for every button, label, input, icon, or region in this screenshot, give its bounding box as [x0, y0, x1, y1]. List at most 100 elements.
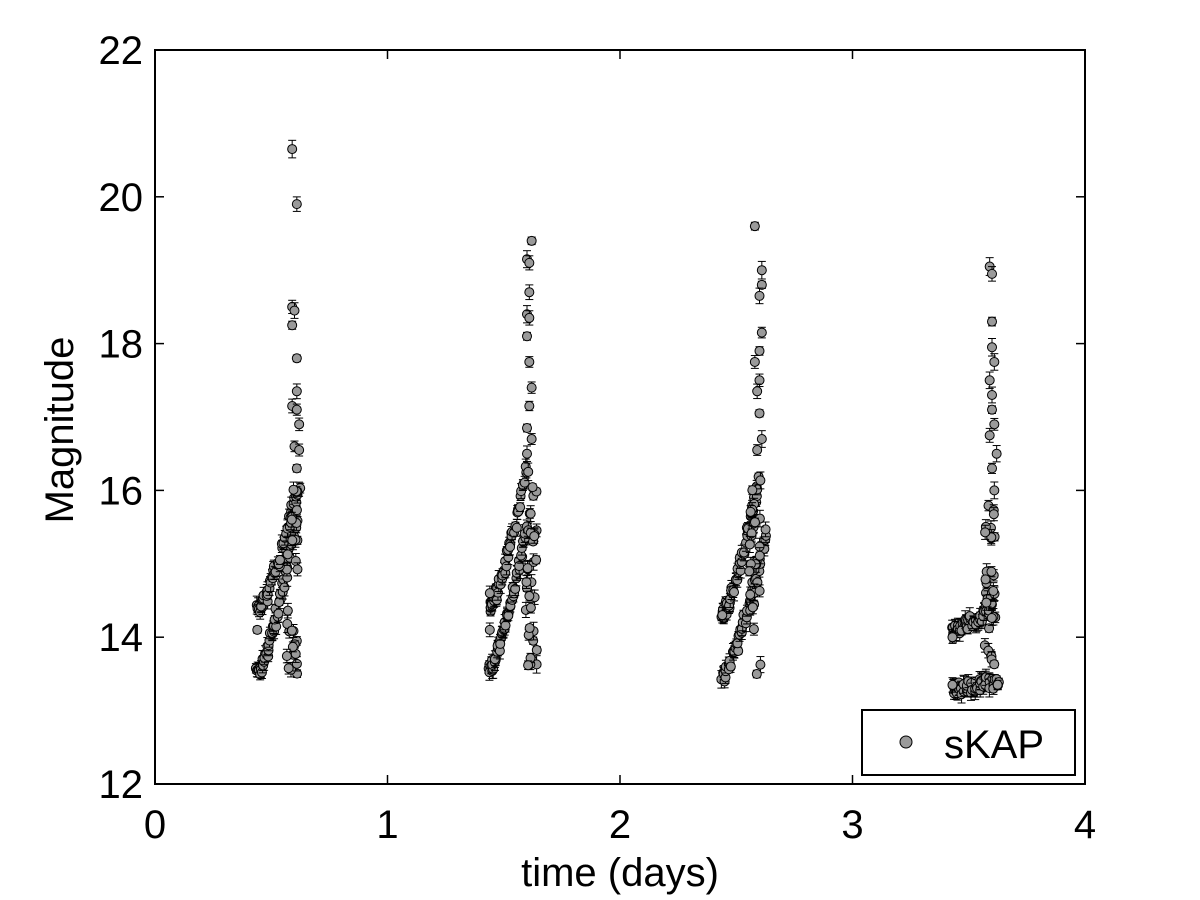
data-point-group: [281, 648, 292, 664]
y-tick-label: 16: [99, 469, 144, 513]
data-point: [760, 524, 771, 535]
data-point: [749, 356, 760, 367]
data-point-outlier: [987, 266, 997, 282]
data-point-group: [748, 622, 759, 636]
data-point: [980, 527, 991, 538]
data-point: [989, 419, 1000, 430]
data-point-group: [988, 582, 999, 600]
data-point: [984, 375, 995, 386]
data-point: [987, 268, 997, 279]
data-point-group: [522, 560, 533, 576]
data-point: [526, 382, 537, 393]
data-point-group: [745, 505, 756, 519]
data-point: [292, 564, 303, 575]
data-point: [283, 663, 294, 674]
data-point-outlier: [522, 445, 532, 462]
data-point-outlier: [291, 463, 302, 474]
x-tick-label: 0: [144, 803, 166, 847]
data-point: [987, 404, 997, 415]
data-point-outlier: [756, 326, 767, 339]
data-point-group: [747, 485, 758, 496]
data-point: [526, 235, 537, 246]
data-point: [523, 660, 534, 671]
data-point: [987, 342, 997, 353]
data-point: [754, 290, 765, 301]
data-point-outlier: [291, 196, 302, 212]
data-point: [745, 589, 756, 600]
data-point-group: [755, 471, 766, 490]
data-point: [511, 522, 522, 533]
data-point-outlier: [752, 383, 763, 400]
data-point: [756, 279, 767, 290]
data-point: [747, 602, 758, 613]
data-point-group: [980, 574, 991, 585]
data-point-group: [725, 661, 736, 672]
data-point-group: [523, 660, 534, 671]
data-point-outlier: [754, 408, 765, 419]
data-point: [290, 556, 301, 567]
data-point-group: [531, 554, 542, 565]
data-point: [524, 287, 535, 298]
data-point: [515, 502, 526, 513]
data-point-outlier: [989, 481, 1000, 500]
data-point: [754, 585, 765, 596]
data-point-outlier: [989, 353, 1000, 371]
data-point: [749, 517, 760, 528]
data-point-group: [986, 566, 997, 578]
data-point-outlier: [984, 427, 995, 443]
data-point: [527, 482, 538, 493]
data-point-outlier: [524, 310, 535, 326]
data-point-group: [279, 578, 290, 597]
data-point: [525, 602, 536, 613]
data-point-group: [527, 482, 538, 493]
data-point: [291, 386, 302, 397]
data-point: [287, 641, 298, 652]
x-tick-label: 1: [376, 803, 398, 847]
data-point-group: [282, 549, 293, 560]
data-point-group: [747, 600, 758, 615]
data-point-group: [288, 481, 299, 498]
data-point: [252, 624, 263, 635]
data-point: [529, 531, 540, 542]
data-point: [752, 445, 763, 456]
data-point-outlier: [526, 235, 537, 246]
data-point-group: [744, 566, 755, 577]
data-point: [282, 549, 293, 560]
data-point-outlier: [752, 444, 763, 456]
data-point-group: [523, 462, 534, 482]
data-point-outlier: [526, 433, 537, 445]
data-point: [291, 353, 302, 364]
data-point: [744, 539, 755, 550]
legend: sKAP: [861, 709, 1076, 776]
data-point-group: [510, 581, 521, 597]
data-point-outlier: [987, 316, 997, 327]
data-point-group: [524, 623, 535, 634]
data-point-group: [286, 511, 297, 528]
data-point: [522, 331, 532, 342]
data-point: [501, 561, 512, 572]
y-tick-label: 20: [99, 176, 144, 220]
data-point: [495, 638, 506, 649]
data-point-outlier: [754, 345, 765, 356]
data-point: [748, 624, 759, 635]
data-point: [754, 375, 765, 386]
data-point-group: [515, 502, 526, 513]
data-point: [524, 312, 535, 323]
data-point-group: [291, 656, 302, 672]
x-tick-label: 2: [609, 803, 631, 847]
y-tick-label: 18: [99, 323, 144, 367]
data-point: [749, 221, 760, 232]
data-point: [992, 679, 1003, 690]
data-point: [756, 434, 767, 445]
data-point: [273, 608, 284, 619]
data-point-early: [717, 606, 728, 624]
data-point: [732, 638, 743, 649]
data-point-outlier: [524, 356, 535, 368]
data-point: [282, 605, 293, 616]
data-point: [286, 514, 297, 525]
data-point: [744, 566, 755, 577]
data-point: [717, 610, 728, 621]
data-point-outlier: [294, 417, 305, 432]
data-point: [289, 305, 300, 316]
data-point: [756, 265, 767, 276]
